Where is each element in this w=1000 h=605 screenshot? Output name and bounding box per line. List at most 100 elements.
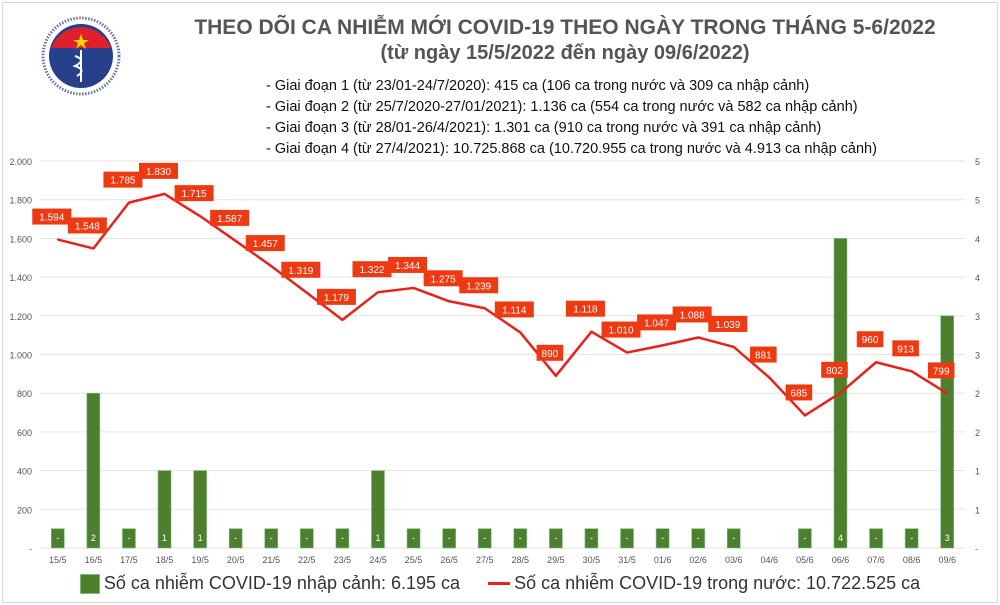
bar [655, 528, 670, 549]
line-data-label: 1.118 [573, 305, 598, 316]
line-point [626, 351, 629, 354]
line-data-label-box [856, 331, 884, 348]
line-data-label-box [892, 340, 919, 357]
line-data-label-box [821, 361, 848, 378]
bar-data-label: - [875, 533, 878, 543]
line-point [554, 374, 557, 377]
line-point [697, 336, 700, 339]
bar [442, 528, 456, 549]
bar-data-label: - [305, 533, 308, 543]
x-tick-label: 15/5 [49, 555, 67, 565]
x-tick-label: 25/5 [405, 555, 423, 565]
line-point [946, 392, 949, 395]
bar-data-label: 1 [375, 533, 380, 543]
bar [869, 528, 883, 549]
y-right-tick-label: 2 [975, 428, 980, 438]
x-tick-label: 03/6 [725, 555, 743, 565]
x-tick-label: 19/5 [191, 555, 209, 565]
line-data-label-box [494, 301, 534, 318]
y-right-tick-label: 2 [975, 389, 980, 399]
y-right-tick-label: 4 [975, 234, 980, 244]
bar [726, 528, 741, 549]
line-data-label-box [32, 208, 72, 225]
line-point [448, 300, 451, 303]
line-point [910, 370, 913, 373]
bar-data-label: - [519, 533, 522, 543]
chart-subtitle: (từ ngày 15/5/2022 đến ngày 09/6/2022) [380, 42, 750, 64]
line-data-label: 1.548 [75, 221, 100, 232]
line-data-label: 685 [791, 388, 808, 399]
bar [513, 528, 528, 549]
chart-title: THEO DÕI CA NHIỄM MỚI COVID-19 THEO NGÀY… [194, 16, 936, 39]
y-right-tick-label: 1 [975, 467, 980, 477]
line-data-label: 1.010 [609, 326, 634, 337]
bar-data-label: 1 [162, 533, 167, 543]
line-point [803, 414, 806, 417]
y-right-tick-label: - [975, 544, 978, 554]
line-data-label-box [565, 300, 605, 317]
y-left-tick-label: 1.200 [9, 312, 32, 322]
line-series [57, 192, 948, 417]
y-right-tick-label: 4 [975, 273, 980, 283]
bar [264, 528, 279, 549]
line-point [519, 331, 522, 334]
phase-note: - Giai đoạn 4 (từ 27/4/2021): 10.725.868… [266, 141, 877, 157]
phase-note: - Giai đoạn 1 (từ 23/01-24/7/2020): 415 … [266, 78, 810, 94]
line-data-label-box [245, 235, 285, 252]
legend-item-domestic: Số ca nhiễm COVID-19 trong nước: 10.722.… [488, 573, 920, 594]
line-data-label: 1.179 [324, 293, 349, 304]
line-point [875, 361, 878, 364]
y-right-tick-label: 5 [975, 157, 980, 167]
line-data-label: 1.322 [359, 265, 384, 276]
bar-data-label: - [412, 533, 415, 543]
x-tick-label: 22/5 [298, 555, 316, 565]
bar-data-label: - [697, 533, 700, 543]
line-point [234, 239, 237, 242]
bar [477, 528, 492, 549]
line-data-label: 1.830 [146, 167, 171, 178]
x-tick-label: 05/6 [796, 555, 814, 565]
phase-notes: - Giai đoạn 1 (từ 23/01-24/7/2020): 415 … [266, 76, 877, 160]
y-left-tick-label: 200 [17, 505, 32, 515]
line-data-label: 1.088 [680, 310, 705, 321]
bar-data-label: - [270, 533, 273, 543]
bar-data-label: - [626, 533, 629, 543]
line-data-label-box [103, 171, 143, 188]
bar-data-label: 2 [91, 533, 96, 543]
line-point [732, 345, 735, 348]
line-data-label-box [174, 185, 214, 202]
bar-data-label: 4 [838, 533, 843, 543]
legend-label: Số ca nhiễm COVID-19 trong nước: 10.722.… [514, 573, 921, 593]
bar [335, 528, 350, 549]
line-data-label-box [423, 270, 463, 287]
line-data-label: 1.457 [253, 239, 278, 250]
bar [549, 528, 563, 549]
y-right-tick-label: 1 [975, 505, 980, 515]
line-point [92, 247, 95, 250]
line-point [768, 376, 771, 379]
line-point [199, 215, 202, 218]
bar-data-label: - [910, 533, 913, 543]
legend-label: Số ca nhiễm COVID-19 nhập cảnh: 6.195 ca [103, 573, 461, 593]
line-data-label: 913 [897, 344, 914, 355]
line-point [661, 344, 664, 347]
y-left-tick-label: 800 [17, 389, 32, 399]
bar-data-label: 3 [945, 533, 950, 543]
bar-data-label: - [554, 533, 557, 543]
legend-swatch-line [488, 582, 511, 585]
line-point [376, 291, 379, 294]
bar [300, 528, 314, 549]
line-data-label-box [536, 344, 564, 361]
y-left-tick-label: 2.000 [9, 157, 32, 167]
y-left-tick-label: 1.000 [9, 351, 32, 361]
bar [406, 528, 421, 549]
bar [584, 528, 599, 549]
x-tick-label: 27/5 [476, 555, 494, 565]
line-data-label-box [352, 261, 392, 278]
line-data-label-box [708, 315, 748, 332]
y-left-tick-label: 400 [17, 467, 32, 477]
y-left-tick-label: 600 [17, 428, 32, 438]
line-data-label-box [316, 288, 356, 305]
y-right-tick-label: 3 [975, 351, 980, 361]
